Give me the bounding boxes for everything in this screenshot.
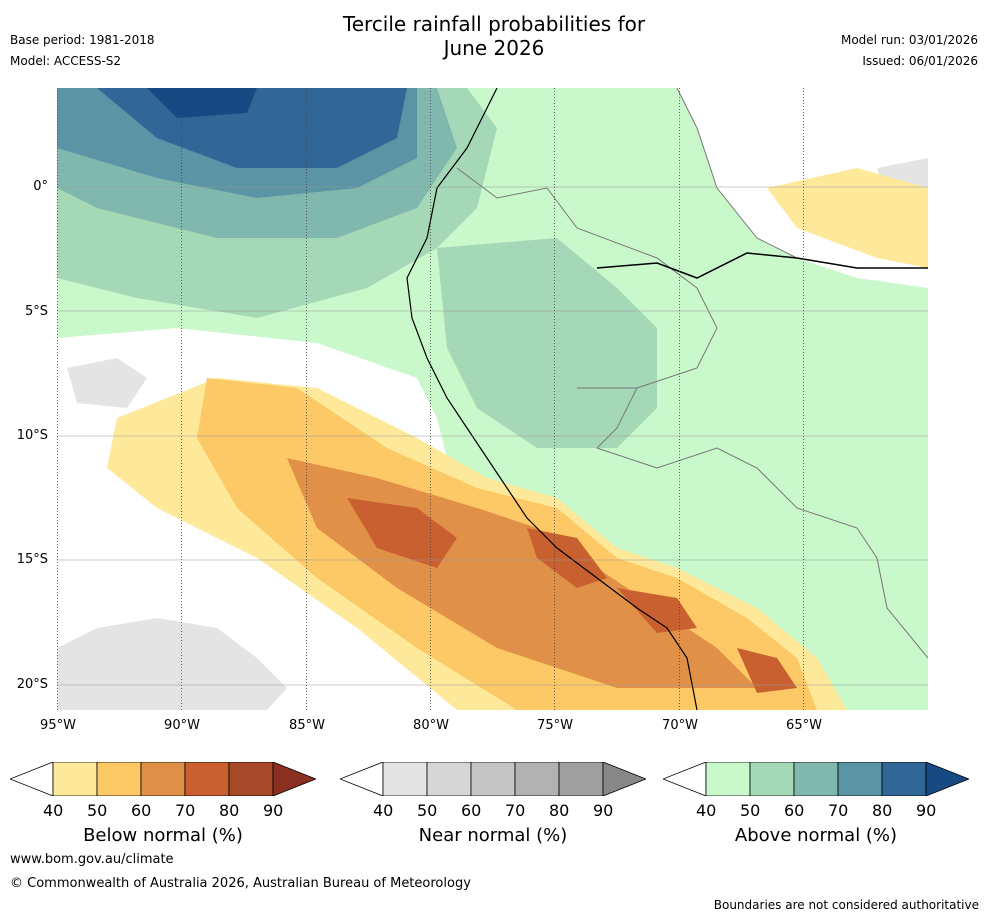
region-below-70 xyxy=(347,498,457,568)
colorbar-above-box-70 xyxy=(837,762,883,796)
issued-date: Issued: 06/01/2026 xyxy=(862,54,978,68)
colorbar-below-tick-80: 80 xyxy=(219,801,240,820)
colorbar-below-box-40 xyxy=(52,762,98,796)
colorbar-above-box-60 xyxy=(793,762,839,796)
meta-right: Model run: 03/01/2026 Issued: 06/01/2026 xyxy=(841,30,978,72)
colorbar-above-tick-70: 70 xyxy=(828,801,849,820)
colorbar-below-tick-40: 40 xyxy=(43,801,64,820)
title-line-1: Tercile rainfall probabilities for xyxy=(342,12,646,36)
colorbar-near-box-40 xyxy=(382,762,428,796)
colorbar-below-tick-90: 90 xyxy=(263,801,284,820)
region-below-70c xyxy=(617,588,697,633)
region-near-normal-2 xyxy=(67,358,147,408)
region-below-ne xyxy=(767,168,928,268)
region-above-90 xyxy=(147,88,257,118)
disclaimer: Boundaries are not considered authoritat… xyxy=(713,898,979,912)
graticule xyxy=(57,186,928,686)
colorbar-near-box-80 xyxy=(558,762,604,796)
model-name: Model: ACCESS-S2 xyxy=(10,54,122,68)
colorbar-below-scale xyxy=(10,762,316,796)
website-link[interactable]: www.bom.gov.au/climate xyxy=(10,852,174,867)
lat-label-15s: 15°S xyxy=(16,552,48,567)
colorbar-above-tick-80: 80 xyxy=(872,801,893,820)
title-line-2: June 2026 xyxy=(443,36,545,60)
probability-map xyxy=(57,88,928,710)
meta-left: Base period: 1981-2018 Model: ACCESS-S2 xyxy=(10,30,155,72)
lon-label-70w: 70°W xyxy=(662,718,698,733)
lon-label-65w: 65°W xyxy=(786,718,822,733)
model-run: Model run: 03/01/2026 xyxy=(840,33,978,47)
colorbar-above-high-arrow xyxy=(925,762,969,796)
country-borders xyxy=(456,88,928,659)
region-above-east xyxy=(437,238,657,448)
colorbar-near-tick-50: 50 xyxy=(417,801,438,820)
lon-label-80w: 80°W xyxy=(413,718,449,733)
colorbar-near-tick-70: 70 xyxy=(505,801,526,820)
lon-label-90w: 90°W xyxy=(164,718,200,733)
colorbar-near-tick-80: 80 xyxy=(549,801,570,820)
lat-label-0: 0° xyxy=(33,179,48,194)
colorbar-near-tick-40: 40 xyxy=(373,801,394,820)
colorbar-near-tick-90: 90 xyxy=(593,801,614,820)
colorbar-near-high-arrow xyxy=(602,762,646,796)
colorbar-above-tick-40: 40 xyxy=(696,801,717,820)
lat-label-5s: 5°S xyxy=(24,304,48,319)
colorbar-below-box-80 xyxy=(228,762,274,796)
colorbar-below-tick-70: 70 xyxy=(175,801,196,820)
colorbar-above-tick-90: 90 xyxy=(916,801,937,820)
region-below-70b xyxy=(527,528,607,588)
colorbar-above-box-80 xyxy=(881,762,927,796)
colorbar-above-scale xyxy=(663,762,969,796)
colorbar-near-box-50 xyxy=(426,762,472,796)
map-title: Tercile rainfall probabilities for June … xyxy=(0,12,988,60)
colorbar-above-tick-60: 60 xyxy=(784,801,805,820)
colorbar-above-box-40 xyxy=(705,762,751,796)
colorbar-near-scale xyxy=(340,762,646,796)
lon-label-75w: 75°W xyxy=(537,718,573,733)
colorbar-below-tick-60: 60 xyxy=(131,801,152,820)
colorbar-below-high-arrow xyxy=(272,762,316,796)
colorbar-above-box-50 xyxy=(749,762,795,796)
region-near-normal-1 xyxy=(57,618,287,710)
lon-label-95w: 95°W xyxy=(40,718,76,733)
colorbar-near-tick-60: 60 xyxy=(461,801,482,820)
base-period: Base period: 1981-2018 xyxy=(10,33,155,47)
colorbar-below-box-50 xyxy=(96,762,142,796)
colorbar-near-box-60 xyxy=(470,762,516,796)
lat-label-10s: 10°S xyxy=(16,428,48,443)
colorbar-below-box-60 xyxy=(140,762,186,796)
colorbar-near-low-arrow xyxy=(340,762,384,796)
lat-label-20s: 20°S xyxy=(16,677,48,692)
coastline xyxy=(406,88,698,710)
copyright: © Commonwealth of Australia 2026, Austra… xyxy=(10,876,471,891)
colorbar-near-box-70 xyxy=(514,762,560,796)
colorbar-below-box-70 xyxy=(184,762,230,796)
colorbar-below-title: Below normal (%) xyxy=(83,825,243,846)
colorbar-above-title: Above normal (%) xyxy=(734,825,898,846)
colorbar-below-tick-50: 50 xyxy=(87,801,108,820)
lon-label-85w: 85°W xyxy=(289,718,325,733)
amazon-river xyxy=(596,252,928,279)
colorbar-below-low-arrow xyxy=(10,762,54,796)
region-below-70d xyxy=(737,648,797,693)
colorbar-above-tick-50: 50 xyxy=(740,801,761,820)
colorbar-near-title: Near normal (%) xyxy=(418,825,568,846)
colorbar-above-low-arrow xyxy=(663,762,707,796)
